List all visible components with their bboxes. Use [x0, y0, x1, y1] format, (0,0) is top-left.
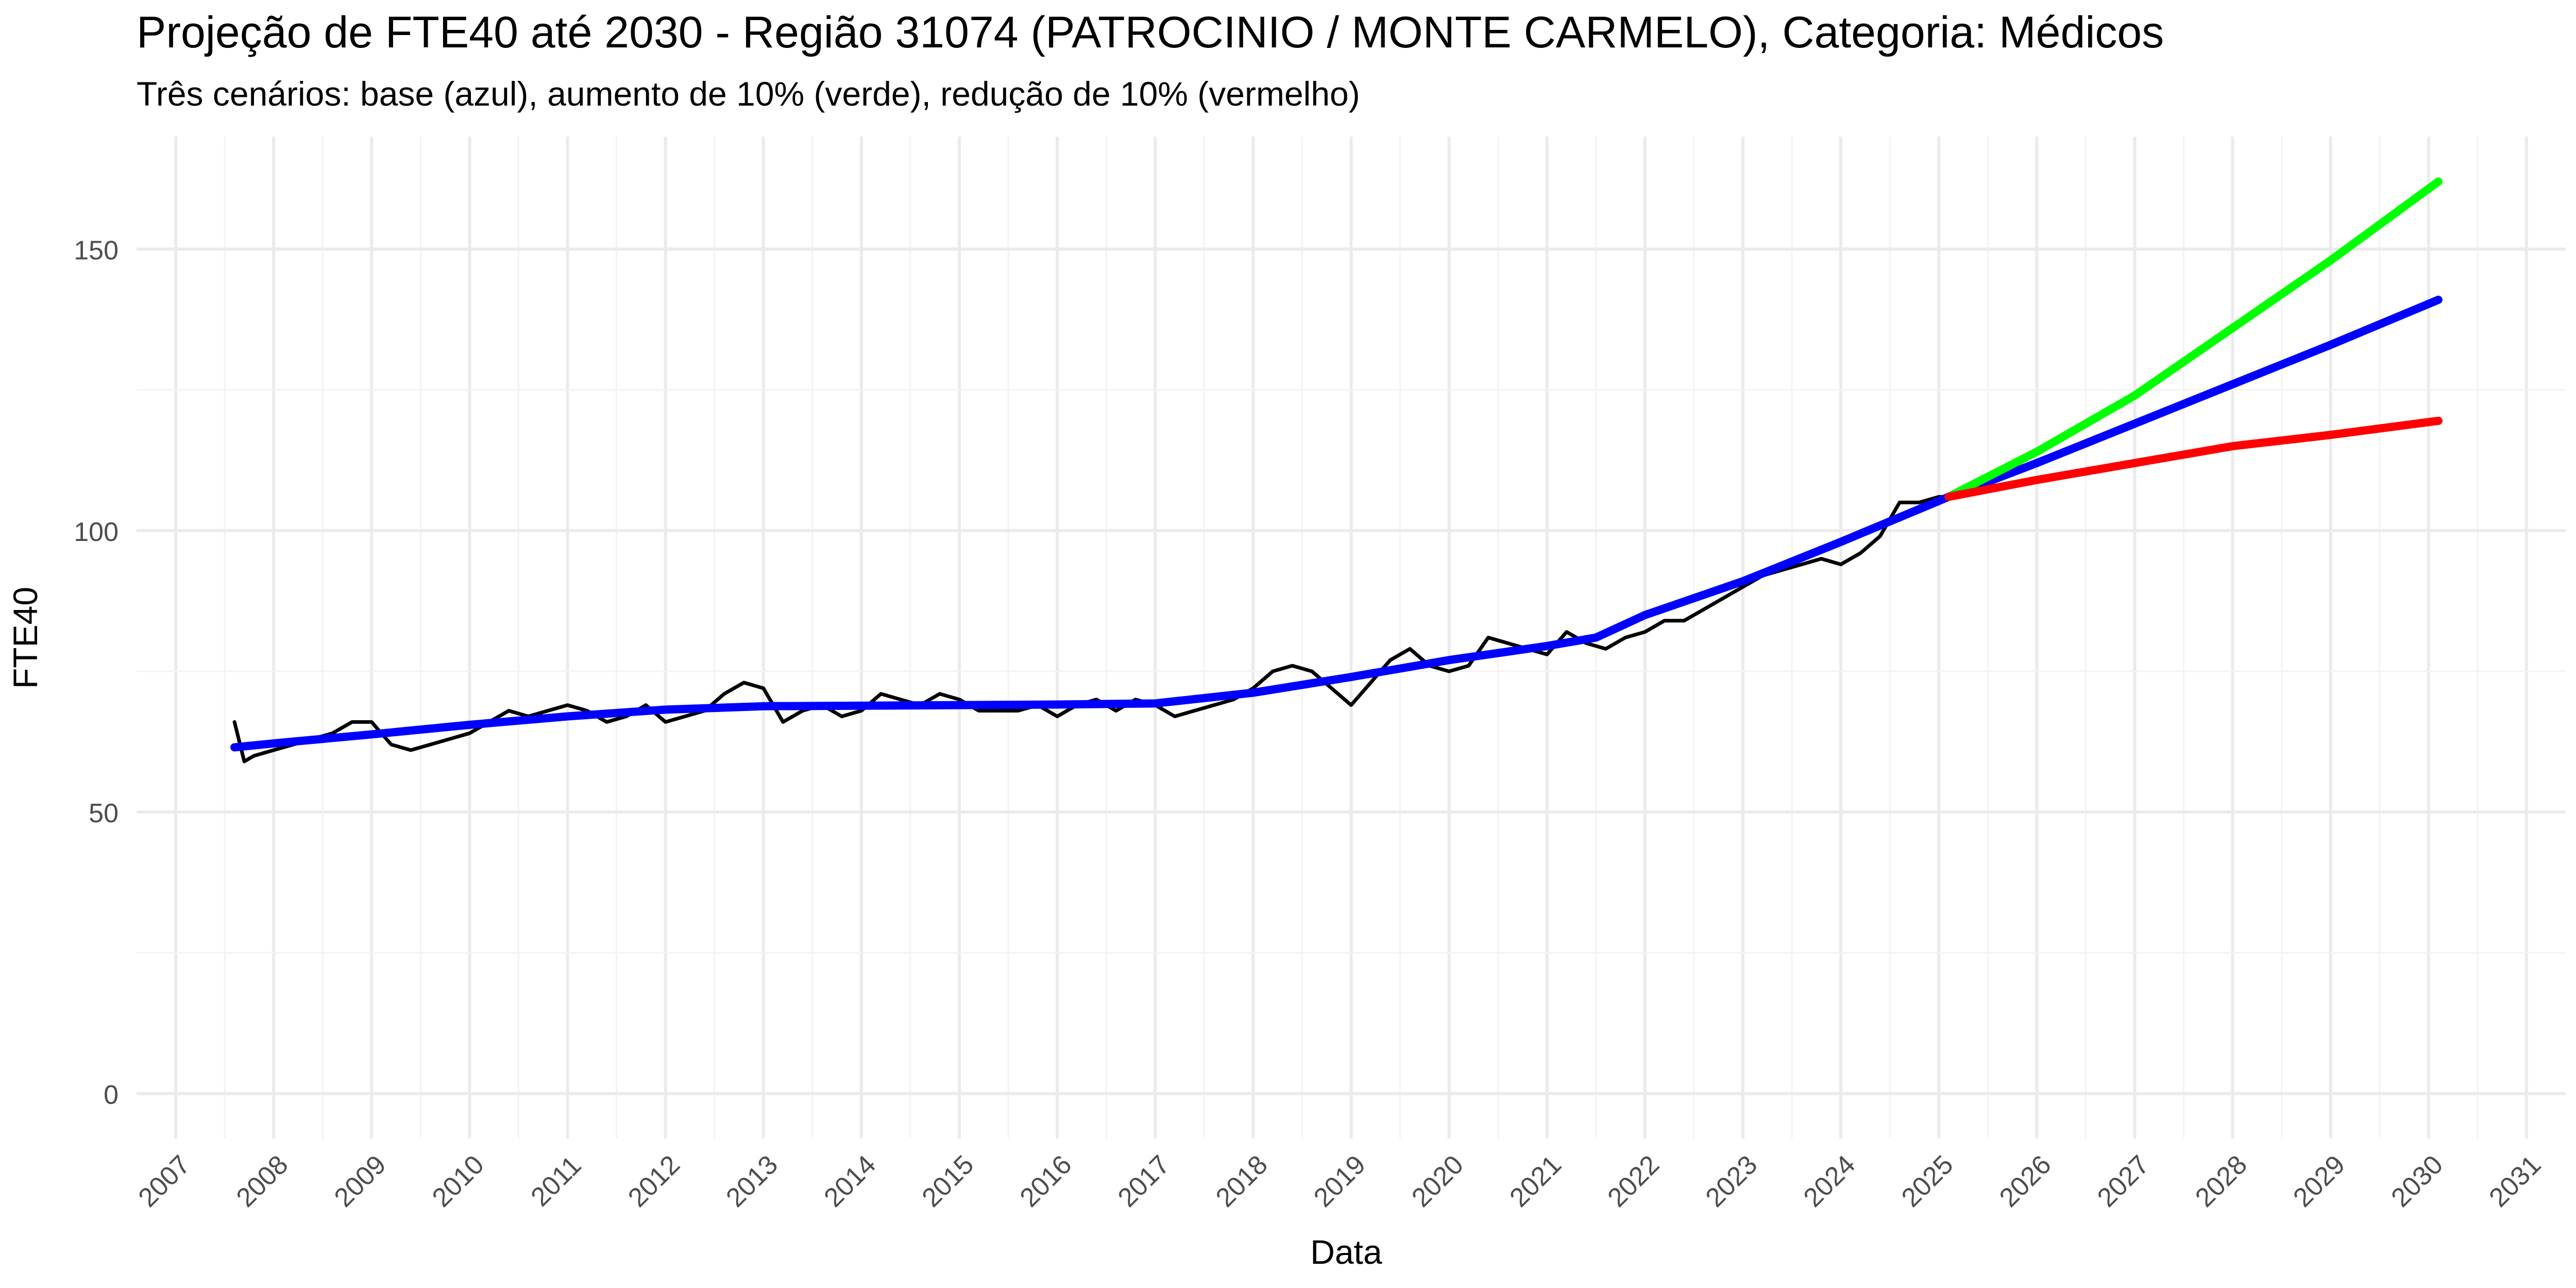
grid: [137, 137, 2566, 1139]
y-tick-label: 0: [104, 1080, 118, 1110]
projection-series-line: [230, 295, 2443, 752]
projection-series-line: [1944, 416, 2443, 501]
x-axis-label: Data: [1310, 1233, 1382, 1271]
chart-subtitle: Três cenários: base (azul), aumento de 1…: [137, 75, 1360, 113]
y-tick-label: 150: [74, 236, 118, 266]
y-tick-label: 50: [89, 799, 118, 828]
y-tick-label: 100: [74, 517, 118, 547]
chart-title: Projeção de FTE40 até 2030 - Região 3107…: [137, 8, 2164, 57]
series-group: [230, 177, 2443, 764]
y-axis-label: FTE40: [6, 587, 44, 689]
projection-series-line: [1944, 177, 2443, 501]
